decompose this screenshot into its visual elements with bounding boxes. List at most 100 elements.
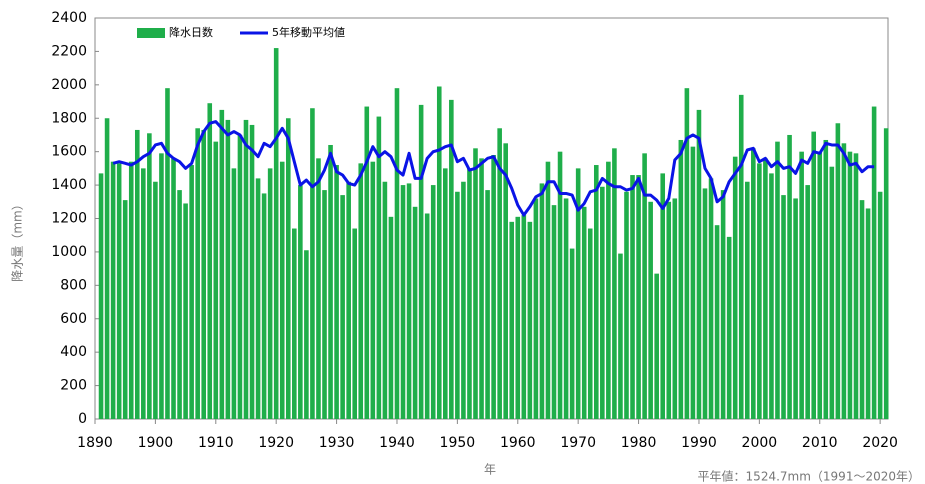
bar (642, 153, 647, 419)
bar (853, 153, 859, 419)
x-axis-label: 年 (484, 463, 496, 477)
bar (310, 108, 315, 419)
bar (255, 178, 261, 419)
bar (847, 151, 853, 419)
bar (189, 165, 194, 419)
bar (503, 143, 508, 419)
bar (141, 168, 146, 419)
bar (527, 221, 533, 419)
bar (533, 198, 539, 419)
bar (201, 129, 207, 419)
bar (829, 166, 835, 419)
bar (817, 151, 823, 419)
bar (443, 168, 448, 419)
bar (128, 161, 134, 420)
bar (708, 178, 714, 419)
bar (757, 163, 762, 419)
bar (352, 228, 357, 419)
bar (557, 151, 563, 419)
bar (660, 173, 666, 419)
x-tick-label: 1960 (500, 435, 536, 451)
bar (177, 190, 182, 419)
x-tick-label: 1910 (198, 435, 234, 451)
y-tick-label: 200 (60, 378, 87, 394)
y-tick-label: 0 (78, 411, 87, 427)
bar (430, 185, 436, 419)
bar (183, 203, 188, 419)
y-tick-label: 2000 (51, 77, 87, 93)
bar (213, 141, 219, 419)
bar (654, 273, 659, 419)
bar (751, 148, 756, 419)
bar (382, 181, 388, 419)
bar (666, 201, 672, 419)
bar (690, 146, 696, 419)
bar (871, 106, 877, 419)
x-tick-label: 2010 (802, 435, 838, 451)
y-tick-label: 1200 (51, 211, 87, 227)
bar (678, 139, 684, 420)
bar (400, 185, 406, 419)
bar (479, 158, 484, 419)
bar (388, 216, 394, 419)
bar (104, 118, 110, 419)
bar (883, 128, 889, 419)
bar (298, 185, 303, 419)
bar (159, 153, 164, 419)
bar (449, 99, 454, 419)
bar (563, 198, 569, 419)
bar (364, 106, 370, 419)
bar (279, 161, 285, 420)
x-tick-label: 1890 (77, 435, 113, 451)
bar (358, 163, 364, 419)
bar (630, 175, 635, 419)
bar (497, 128, 502, 419)
bar (702, 188, 708, 419)
bar (455, 191, 460, 419)
bar (467, 168, 472, 419)
bar (551, 205, 557, 419)
bar (877, 191, 883, 419)
bar (720, 190, 726, 419)
bar (781, 195, 786, 419)
bar (509, 221, 515, 419)
bar (787, 134, 792, 420)
bar (545, 161, 551, 420)
bar (841, 143, 847, 419)
bar (696, 109, 702, 419)
bar (461, 181, 466, 419)
bar (587, 228, 593, 419)
bar (648, 201, 653, 419)
bar (285, 118, 291, 419)
y-tick-label: 2400 (51, 10, 87, 26)
bar (134, 129, 140, 419)
bar (147, 133, 152, 419)
bar (805, 185, 810, 419)
bar (406, 183, 412, 419)
bar (684, 88, 690, 420)
bar (370, 161, 376, 420)
bar (581, 206, 587, 419)
y-tick-label: 1400 (51, 177, 87, 193)
legend-label: 降水日数 (169, 25, 213, 39)
bar (273, 48, 279, 419)
bar (539, 183, 545, 419)
bar (98, 173, 104, 419)
x-tick-label: 1930 (319, 435, 355, 451)
bar (292, 228, 297, 419)
bar (116, 163, 122, 419)
y-tick-label: 2200 (51, 43, 87, 59)
bar (515, 216, 521, 419)
bar (624, 191, 629, 419)
bar (763, 158, 768, 419)
bar (672, 198, 678, 419)
bar (171, 158, 176, 419)
bar (726, 236, 732, 419)
y-tick-label: 400 (60, 344, 87, 360)
x-tick-label: 1940 (379, 435, 415, 451)
bar (165, 88, 170, 420)
x-tick-label: 1990 (681, 435, 717, 451)
bar (714, 225, 720, 419)
bar (394, 88, 400, 420)
